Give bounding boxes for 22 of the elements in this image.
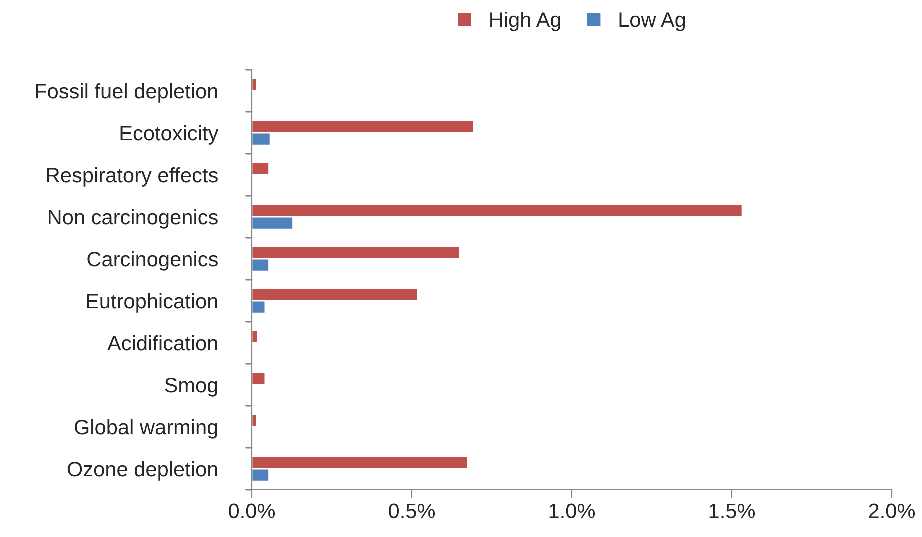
bar [252, 372, 266, 386]
y-tick-label: Acidification [108, 335, 218, 351]
y-tick-label: Ecotoxicity [120, 125, 219, 145]
y-tick-label: Eutrophication [87, 293, 218, 313]
bar [252, 162, 270, 176]
y-tick-label: Fossil fuel depletion [36, 83, 218, 103]
y-tick-label: Smog [165, 378, 218, 397]
bar [252, 330, 259, 344]
y-tick-label: Non carcinogenics [49, 209, 218, 229]
legend-label: High Ag [490, 12, 560, 32]
bar [252, 414, 258, 428]
x-tick-label: 1.5% [710, 504, 756, 518]
x-tick-label: 0.5% [389, 504, 436, 518]
y-tick-label: Respiratory effects [47, 167, 218, 187]
y-tick-label: Ozone depletion [68, 461, 218, 481]
bar [252, 78, 258, 92]
y-tick-label: Global warming [74, 419, 218, 439]
legend-label: Low Ag [620, 12, 686, 32]
x-tick-label: 1.0% [550, 504, 595, 518]
y-tick-label: Carcinogenics [88, 251, 218, 271]
x-tick-label: 2.0% [869, 504, 916, 518]
x-tick-label: 0.0% [229, 504, 276, 518]
